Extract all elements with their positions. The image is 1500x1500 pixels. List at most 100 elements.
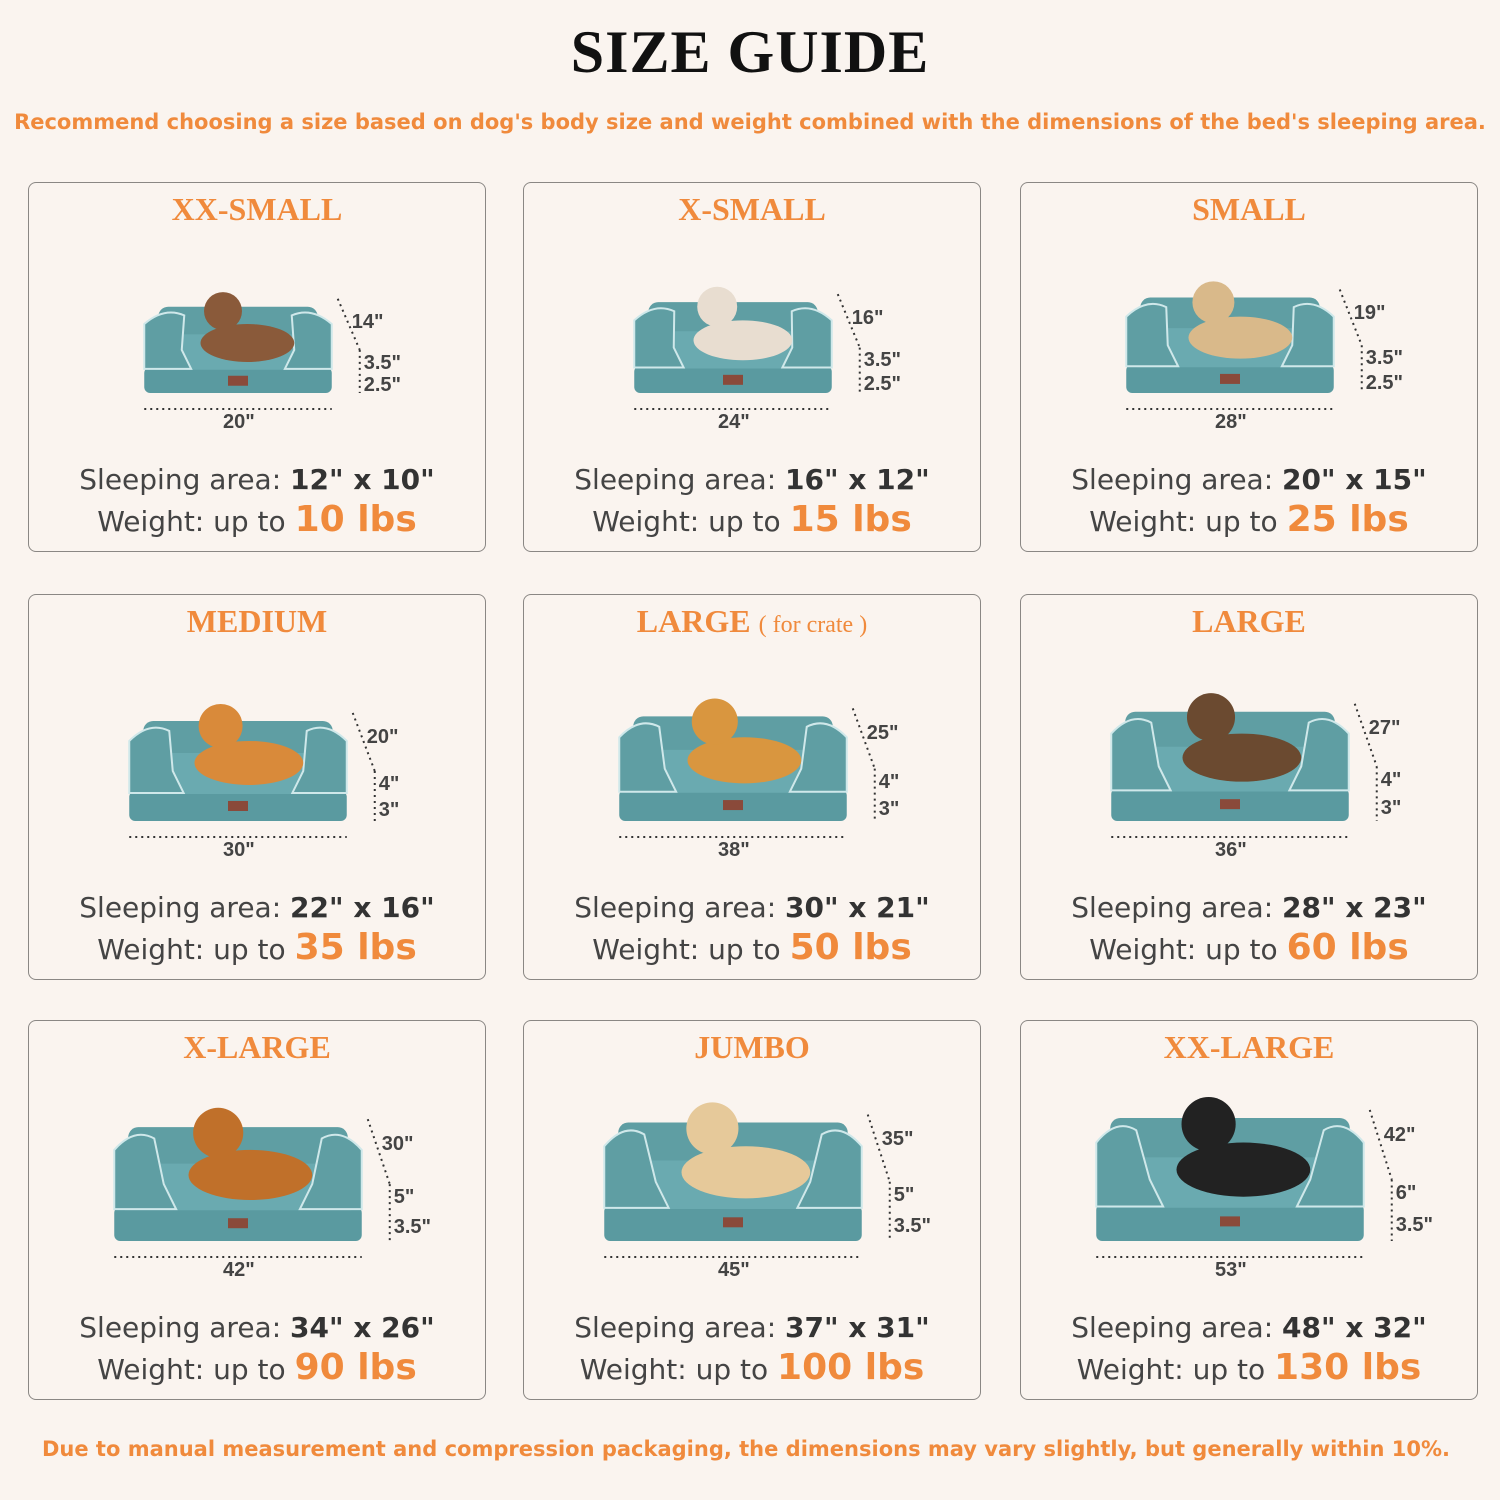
size-label: MEDIUM — [186, 603, 328, 639]
bed-bolster-left — [603, 1129, 671, 1209]
sleeping-area-label: Sleeping area: — [1071, 891, 1274, 924]
bed-image — [128, 703, 376, 838]
weight-limit: Weight: up to 10 lbs — [29, 499, 485, 540]
sleeping-area-label: Sleeping area: — [1071, 463, 1274, 496]
weight-label: Weight: up to — [579, 1353, 769, 1386]
bolster-height-dimension: 4" — [378, 772, 400, 795]
weight-value: 50 lbs — [789, 927, 912, 968]
size-name: X-LARGE — [29, 1029, 485, 1066]
bed-bolster-left — [143, 311, 193, 370]
bed-bolster-right — [1280, 302, 1335, 368]
sleeping-area-value: 20" x 15" — [1282, 463, 1427, 496]
bed-bolster-right — [780, 307, 833, 369]
weight-value: 60 lbs — [1286, 927, 1409, 968]
size-name: JUMBO — [524, 1029, 980, 1066]
depth-dimension: 42" — [1383, 1124, 1416, 1147]
sleeping-area-label: Sleeping area: — [79, 891, 282, 924]
weight-limit: Weight: up to 25 lbs — [1021, 499, 1477, 540]
bed-bolster-right — [788, 722, 848, 793]
pet-body — [1182, 733, 1302, 782]
sleeping-area: Sleeping area: 37" x 31" — [524, 1311, 980, 1344]
weight-limit: Weight: up to 50 lbs — [524, 927, 980, 968]
bed-bolster-left — [618, 722, 678, 793]
size-label: X-SMALL — [678, 191, 826, 227]
weight-value: 100 lbs — [777, 1347, 925, 1388]
sleeping-area: Sleeping area: 34" x 26" — [29, 1311, 485, 1344]
size-card: XX-SMALL 14" 3.5" 2.5" 20" Sleeping area… — [28, 182, 486, 552]
base-height-dimension: 3.5" — [1395, 1213, 1434, 1236]
bed-label-tag — [1220, 373, 1240, 384]
bed-bolster-left — [633, 307, 686, 369]
size-name: LARGE — [1021, 603, 1477, 640]
bed-bolster-right — [795, 1129, 863, 1209]
sleeping-area-value: 28" x 23" — [1282, 891, 1427, 924]
sleeping-area-value: 12" x 10" — [290, 463, 435, 496]
pet-head — [686, 1102, 739, 1155]
bolster-height-dimension: 5" — [393, 1186, 415, 1209]
size-name: LARGE ( for crate ) — [524, 603, 980, 640]
size-label: LARGE — [636, 603, 751, 639]
width-dimension: 53" — [1215, 1259, 1247, 1281]
weight-limit: Weight: up to 15 lbs — [524, 499, 980, 540]
width-dimension: 24" — [718, 411, 750, 433]
bed-bolster-right — [290, 726, 348, 794]
sleeping-area-label: Sleeping area: — [1071, 1311, 1274, 1344]
size-card: XX-LARGE 42" 6" 3.5" 53" Sleeping area: … — [1020, 1020, 1478, 1400]
size-card: MEDIUM 20" 4" 3" 30" Sleeping area: 22" … — [28, 594, 486, 980]
size-label: JUMBO — [694, 1029, 810, 1065]
sleeping-area: Sleeping area: 30" x 21" — [524, 891, 980, 924]
pet-head — [198, 703, 243, 748]
bolster-height-dimension: 4" — [878, 770, 900, 793]
page-subtitle: Recommend choosing a size based on dog's… — [14, 110, 1486, 134]
depth-dimension: 19" — [1353, 302, 1386, 325]
weight-limit: Weight: up to 100 lbs — [524, 1347, 980, 1388]
pet-body — [200, 324, 295, 362]
width-dimension: 30" — [223, 839, 255, 861]
pet-body — [194, 740, 304, 785]
base-height-dimension: 3" — [378, 798, 400, 821]
weight-limit: Weight: up to 60 lbs — [1021, 927, 1477, 968]
weight-label: Weight: up to — [1076, 1353, 1266, 1386]
bed-image — [618, 698, 876, 838]
pet-body — [693, 320, 793, 361]
sleeping-area: Sleeping area: 48" x 32" — [1021, 1311, 1477, 1344]
width-dimension: 36" — [1215, 839, 1247, 861]
base-height-dimension: 3" — [1380, 796, 1402, 819]
depth-dimension: 20" — [366, 725, 399, 748]
sleeping-area-value: 22" x 16" — [290, 891, 435, 924]
pet-head — [204, 292, 242, 331]
sleeping-area-value: 48" x 32" — [1282, 1311, 1427, 1344]
size-label: SMALL — [1192, 191, 1306, 227]
bed-image — [603, 1102, 891, 1258]
bed-label-tag — [228, 375, 248, 386]
weight-limit: Weight: up to 90 lbs — [29, 1347, 485, 1388]
page-title: SIZE GUIDE — [570, 19, 930, 85]
depth-dimension: 25" — [866, 721, 899, 744]
weight-value: 90 lbs — [294, 1347, 417, 1388]
bolster-height-dimension: 3.5" — [1365, 347, 1404, 370]
sleeping-area: Sleeping area: 12" x 10" — [29, 463, 485, 496]
sleeping-area-value: 34" x 26" — [290, 1311, 435, 1344]
bed-bolster-right — [1295, 1125, 1365, 1208]
bolster-height-dimension: 6" — [1395, 1181, 1417, 1204]
bolster-height-dimension: 3.5" — [363, 351, 402, 374]
size-name: MEDIUM — [29, 603, 485, 640]
pet-head — [691, 698, 738, 745]
pet-head — [1192, 281, 1235, 324]
size-note: ( for crate ) — [758, 612, 868, 638]
base-height-dimension: 2.5" — [1365, 372, 1404, 394]
bed-label-tag — [228, 1218, 248, 1229]
base-height-dimension: 3" — [878, 797, 900, 820]
bed-bolster-left — [1110, 718, 1173, 792]
size-name: SMALL — [1021, 191, 1477, 228]
base-height-dimension: 3.5" — [893, 1214, 932, 1237]
bed-image — [1110, 693, 1378, 838]
depth-dimension: 27" — [1368, 717, 1401, 740]
bed-bolster-right — [1287, 718, 1350, 792]
weight-label: Weight: up to — [1089, 505, 1278, 538]
weight-value: 15 lbs — [789, 499, 912, 540]
size-card: SMALL 19" 3.5" 2.5" 28" Sleeping area: 2… — [1020, 182, 1478, 552]
weight-label: Weight: up to — [97, 933, 286, 966]
pet-head — [193, 1107, 244, 1158]
size-label: XX-LARGE — [1163, 1029, 1335, 1065]
